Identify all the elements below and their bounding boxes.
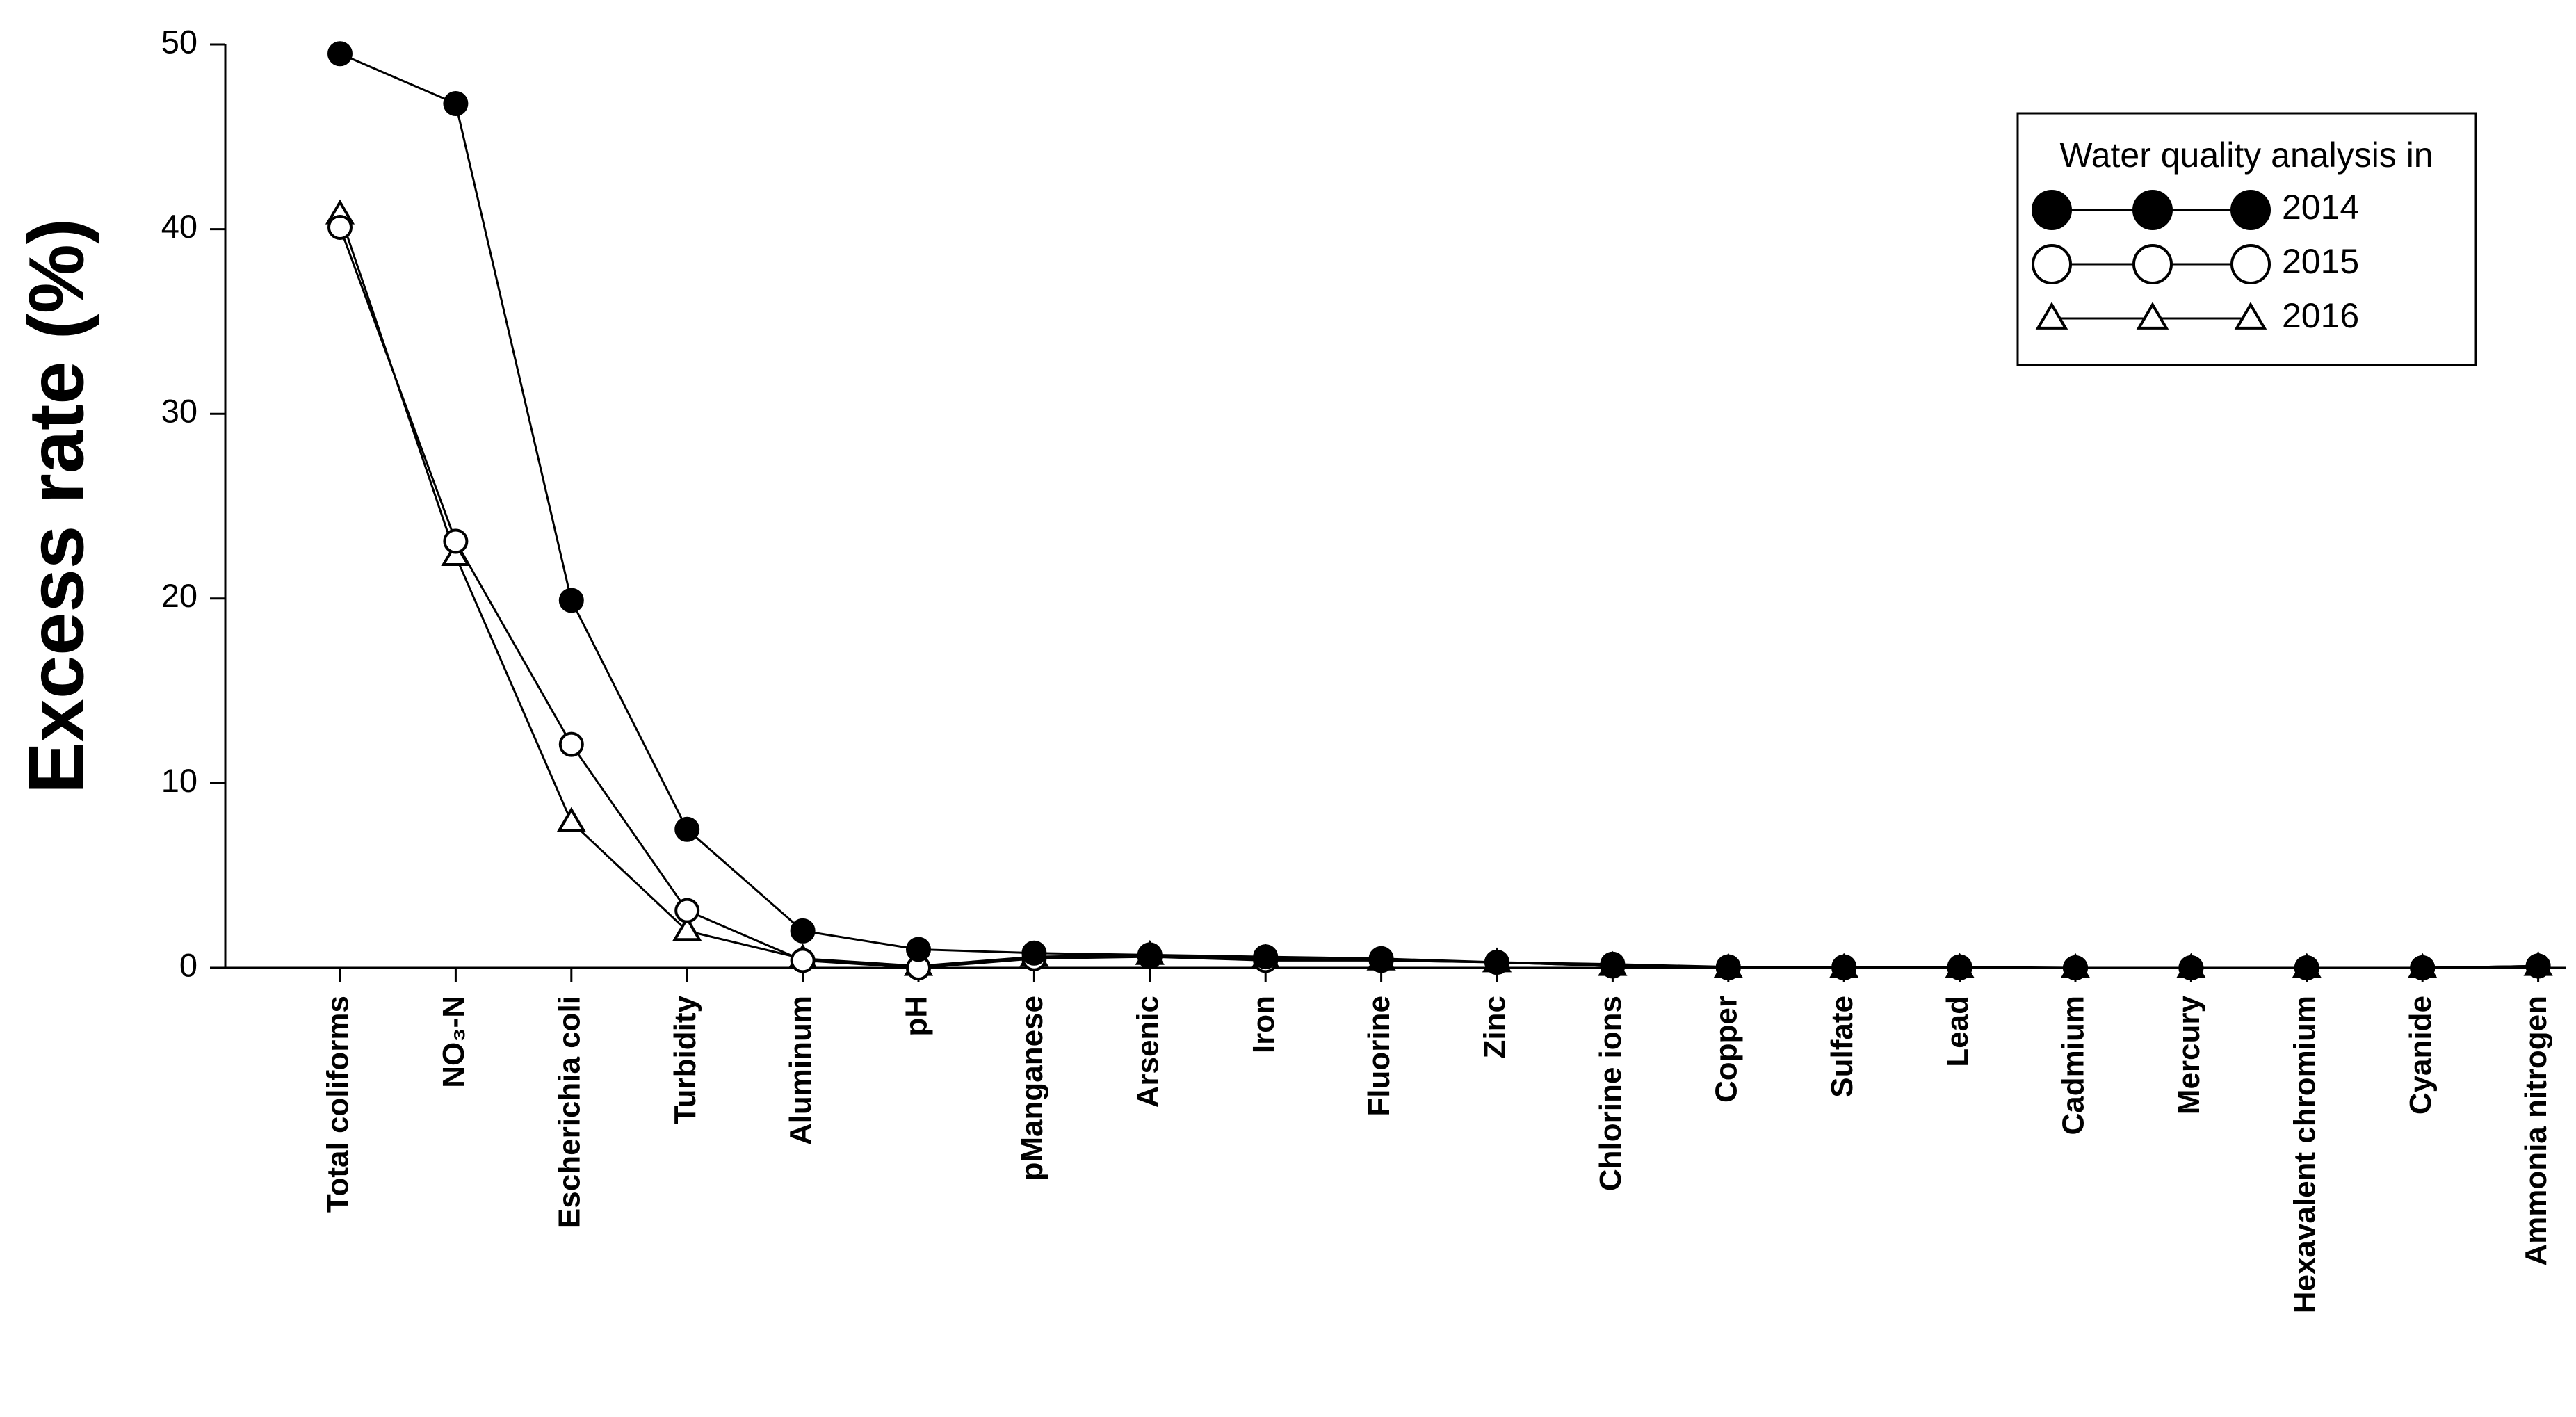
marker	[1715, 954, 1741, 980]
legend-label: 2015	[2282, 242, 2359, 281]
marker	[327, 214, 353, 240]
x-tick-label: Lead	[1941, 996, 1975, 1067]
x-tick-label: Aluminum	[784, 996, 818, 1145]
marker	[2132, 244, 2173, 284]
marker	[674, 816, 700, 842]
marker	[906, 937, 931, 962]
marker	[441, 541, 471, 567]
x-tick-label: Hexavalent chromium	[2287, 996, 2322, 1313]
x-tick-label: Mercury	[2172, 995, 2206, 1115]
marker	[790, 948, 816, 973]
x-tick-label: Cyanide	[2404, 996, 2438, 1115]
marker	[327, 41, 353, 67]
marker	[443, 90, 469, 116]
marker	[556, 807, 586, 832]
marker	[1137, 942, 1163, 968]
marker	[2410, 955, 2436, 980]
x-tick-label: Escherichia coli	[552, 996, 586, 1229]
x-tick-label: pManganese	[1015, 996, 1049, 1181]
x-tick-label: Turbidity	[668, 995, 702, 1124]
y-tick-label: 40	[161, 208, 197, 245]
y-axis-label: Excess rate (%)	[13, 218, 100, 794]
marker	[1947, 954, 1972, 980]
marker	[674, 898, 700, 923]
marker	[2525, 953, 2551, 979]
x-tick-label: Iron	[1247, 996, 1281, 1053]
marker	[2294, 955, 2319, 980]
marker	[790, 918, 816, 944]
x-tick-label: Total coliforms	[321, 996, 355, 1213]
x-tick-label: Copper	[1709, 996, 1743, 1103]
x-tick-label: Ammonia nitrogen	[2519, 996, 2553, 1266]
y-tick-label: 20	[161, 577, 197, 614]
marker	[1600, 951, 1626, 977]
x-tick-label: Zinc	[1478, 996, 1512, 1058]
marker	[558, 588, 584, 613]
marker	[1253, 944, 1279, 970]
marker	[2063, 955, 2088, 980]
marker	[2230, 190, 2271, 230]
y-tick-label: 30	[161, 393, 197, 430]
marker	[558, 731, 584, 757]
y-tick-label: 50	[161, 23, 197, 60]
x-tick-label: Sulfate	[1825, 996, 1859, 1098]
marker	[1368, 946, 1394, 971]
x-tick-label: Fluorine	[1362, 996, 1396, 1117]
x-tick-label: Arsenic	[1131, 996, 1165, 1108]
marker	[1484, 950, 1509, 975]
x-tick-label: NO₃-N	[437, 996, 471, 1088]
x-tick-label: Chlorine ions	[1594, 996, 1628, 1191]
marker	[2178, 955, 2204, 980]
legend-label: 2016	[2282, 296, 2359, 335]
marker	[2032, 244, 2072, 284]
x-tick-label: Cadmium	[2057, 996, 2091, 1135]
marker	[1021, 940, 1047, 966]
x-tick-label: pH	[900, 996, 934, 1037]
y-tick-label: 0	[179, 946, 197, 983]
marker	[2132, 190, 2173, 230]
marker	[2230, 244, 2271, 284]
marker	[672, 916, 702, 941]
marker	[443, 528, 469, 554]
marker	[2035, 302, 2068, 330]
marker	[2032, 190, 2072, 230]
series-line	[339, 52, 2538, 969]
marker	[1831, 954, 1857, 980]
y-tick-label: 10	[161, 762, 197, 799]
marker	[2136, 302, 2169, 330]
marker	[2234, 302, 2267, 330]
legend-label: 2014	[2282, 188, 2359, 227]
legend-title: Water quality analysis in	[2059, 136, 2433, 175]
